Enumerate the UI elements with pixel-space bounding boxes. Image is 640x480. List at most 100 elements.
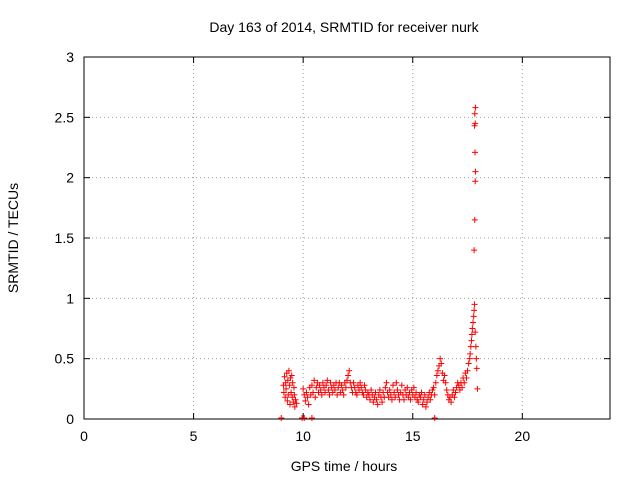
data-point <box>302 397 309 404</box>
data-point <box>387 391 394 398</box>
data-point <box>312 394 319 401</box>
data-point <box>442 379 449 386</box>
y-tick-label: 1 <box>66 290 74 306</box>
data-point <box>463 374 470 381</box>
data-point <box>374 401 381 408</box>
data-point <box>432 379 439 386</box>
data-point <box>431 415 438 421</box>
data-point <box>471 301 478 308</box>
data-point <box>342 384 349 391</box>
data-point <box>367 396 374 403</box>
data-point <box>472 104 479 111</box>
data-point <box>422 403 429 410</box>
data-point <box>292 396 299 403</box>
data-point <box>419 401 426 408</box>
data-point <box>448 399 455 406</box>
data-point <box>390 382 397 389</box>
data-point <box>324 377 331 384</box>
plot-frame <box>83 56 611 420</box>
data-point <box>289 379 296 386</box>
data-point <box>443 387 450 394</box>
data-point <box>410 384 417 391</box>
data-point <box>344 377 350 384</box>
data-point <box>303 389 310 396</box>
data-point <box>473 365 480 372</box>
data-point <box>407 396 414 403</box>
data-point <box>398 382 405 389</box>
data-point <box>286 382 293 389</box>
data-point <box>325 387 332 394</box>
data-point <box>469 325 476 332</box>
data-point <box>473 355 480 362</box>
data-point <box>372 389 379 396</box>
data-point <box>472 178 479 185</box>
data-point <box>304 394 311 401</box>
data-points <box>278 104 481 421</box>
data-point <box>368 387 375 394</box>
y-tick-label: 0 <box>66 411 74 427</box>
data-point <box>417 394 424 401</box>
x-axis-label: GPS time / hours <box>291 458 398 474</box>
data-point <box>472 343 479 350</box>
data-point <box>334 391 341 398</box>
data-point <box>283 385 290 392</box>
data-point <box>391 389 398 396</box>
data-point <box>400 396 407 403</box>
data-point <box>361 382 368 389</box>
data-point <box>388 396 395 403</box>
data-point <box>467 350 474 357</box>
data-point <box>353 391 360 398</box>
data-point <box>370 399 377 406</box>
data-point <box>459 384 466 391</box>
data-point <box>319 379 326 386</box>
data-point <box>383 379 390 386</box>
data-point <box>318 391 325 398</box>
x-tick-label: 10 <box>295 428 311 444</box>
data-point <box>386 387 393 394</box>
data-point <box>310 389 317 396</box>
data-point <box>471 247 478 254</box>
y-axis-label: SRMTID / TECUs <box>5 183 21 293</box>
x-tick-label: 20 <box>515 428 531 444</box>
data-point <box>280 389 287 396</box>
data-point <box>346 367 353 374</box>
data-point <box>441 372 448 379</box>
data-point <box>373 396 380 403</box>
data-point <box>472 120 479 127</box>
data-point <box>418 389 425 396</box>
data-point <box>471 216 478 223</box>
data-point <box>338 382 345 389</box>
data-point <box>451 394 458 401</box>
data-point <box>404 384 411 391</box>
data-point <box>282 394 289 401</box>
data-point <box>471 307 478 314</box>
data-point <box>472 168 479 175</box>
y-tick-label: 3 <box>66 49 74 65</box>
data-point <box>413 389 420 396</box>
y-tick-label: 2 <box>66 170 74 186</box>
data-point <box>376 387 383 394</box>
x-tick-label: 5 <box>190 428 198 444</box>
data-point <box>350 379 357 386</box>
data-point <box>392 394 399 401</box>
data-point <box>284 397 291 404</box>
data-point <box>423 399 430 406</box>
data-point <box>311 377 318 384</box>
data-point <box>351 384 358 391</box>
data-point <box>452 389 459 396</box>
data-point <box>291 391 298 398</box>
chart-title: Day 163 of 2014, SRMTID for receiver nur… <box>209 19 479 35</box>
data-point <box>301 415 308 421</box>
data-point <box>468 337 475 344</box>
data-point <box>323 382 330 389</box>
data-point <box>290 384 297 391</box>
data-point <box>360 391 367 398</box>
data-point <box>461 379 468 386</box>
data-point <box>326 391 333 398</box>
data-point <box>305 401 312 408</box>
data-point <box>287 401 294 408</box>
data-point <box>285 367 292 374</box>
data-point <box>357 379 364 386</box>
data-point <box>467 343 474 350</box>
